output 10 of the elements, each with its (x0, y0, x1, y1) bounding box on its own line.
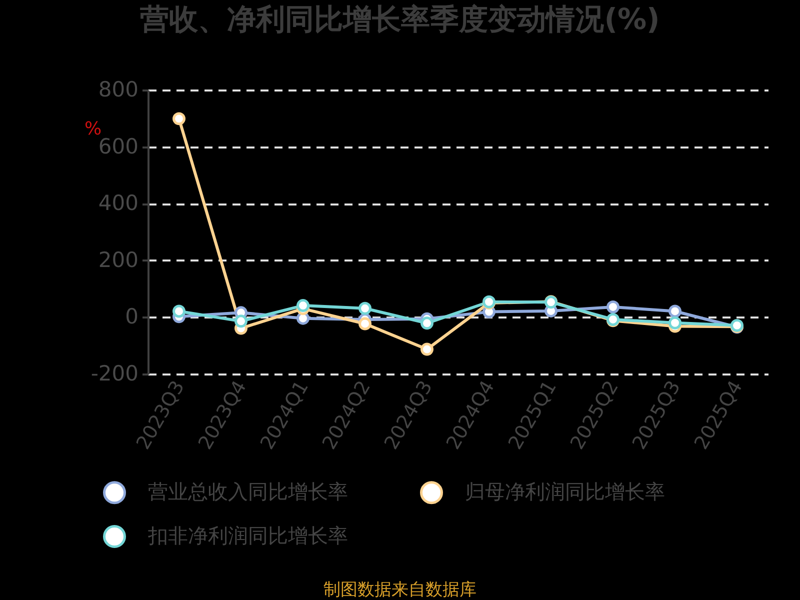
y-tick-label: 800 (98, 78, 138, 102)
legend-label: 扣非净利润同比增长率 (147, 524, 348, 548)
y-tick-label: 0 (125, 304, 138, 329)
chart-title: 营收、净利同比增长率季度变动情况(%) (139, 2, 660, 36)
text: 制图数据来自数据库 (322, 579, 478, 600)
y-tick-label: -200 (90, 362, 138, 386)
legend-label: 归母净利润同比增长率 (465, 480, 665, 504)
y-tick-label: 400 (98, 191, 138, 216)
y-tick-label: 200 (98, 248, 138, 272)
legend-label: 营业总收入同比增长率 (148, 480, 348, 504)
